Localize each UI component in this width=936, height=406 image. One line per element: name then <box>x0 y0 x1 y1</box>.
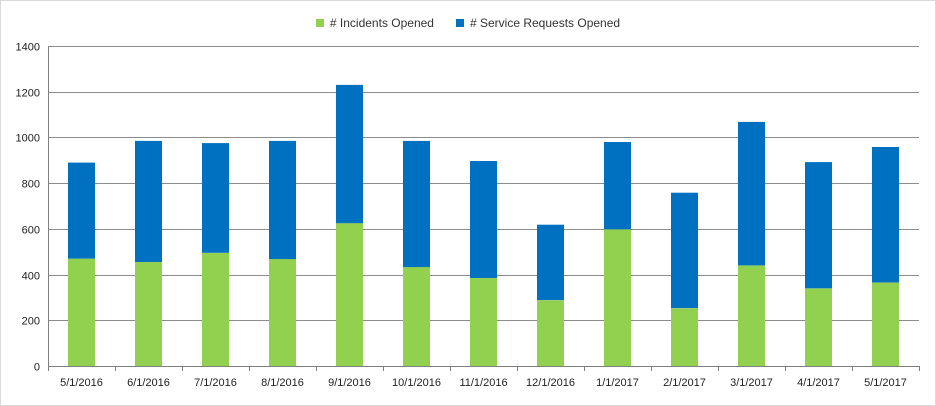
bar-incidents <box>202 252 229 366</box>
legend-label-incidents: # Incidents Opened <box>329 16 434 30</box>
x-tick-label: 8/1/2016 <box>261 377 304 389</box>
legend-item-service-requests: # Service Requests Opened <box>455 16 621 30</box>
y-tick-label: 800 <box>22 179 40 191</box>
x-tick-label: 12/1/2016 <box>526 377 575 389</box>
bar-service-requests <box>269 140 296 260</box>
legend-item-incidents: # Incidents Opened <box>315 16 434 30</box>
bar-incidents <box>269 259 296 366</box>
x-tick-label: 1/1/2017 <box>596 377 639 389</box>
x-tick-label: 2/1/2017 <box>663 377 706 389</box>
bar-service-requests <box>872 147 899 283</box>
bar-service-requests <box>336 84 363 224</box>
x-tick-label: 3/1/2017 <box>730 377 773 389</box>
x-tick-label: 10/1/2016 <box>392 377 441 389</box>
bar-incidents <box>604 229 631 366</box>
bar-service-requests <box>470 161 497 278</box>
bar-incidents <box>537 300 564 366</box>
x-tick-label: 11/1/2016 <box>459 377 507 389</box>
y-tick-label: 200 <box>22 316 40 328</box>
y-tick-label: 1200 <box>16 88 40 100</box>
bar-incidents <box>135 262 162 366</box>
bar-service-requests <box>537 224 564 301</box>
x-tick-label: 9/1/2016 <box>328 377 371 389</box>
bar-incidents <box>738 265 765 366</box>
bar-incidents <box>805 288 832 366</box>
legend-swatch-incidents <box>315 19 324 27</box>
bar-service-requests <box>202 143 229 253</box>
bar-incidents <box>872 282 899 366</box>
chart-legend: # Incidents Opened # Service Requests Op… <box>0 14 936 32</box>
bar-incidents <box>671 308 698 366</box>
x-tick-label: 5/1/2016 <box>60 377 103 389</box>
bar-incidents <box>336 223 363 366</box>
bar-service-requests <box>738 121 765 266</box>
bar-service-requests <box>135 140 162 262</box>
bar-service-requests <box>805 162 832 289</box>
x-tick-label: 6/1/2016 <box>127 377 170 389</box>
bar-incidents <box>68 258 95 366</box>
x-tick-label: 4/1/2017 <box>797 377 840 389</box>
bar-incidents <box>470 278 497 366</box>
bar-service-requests <box>68 162 95 259</box>
y-tick-label: 1000 <box>16 133 40 145</box>
x-tick-label: 5/1/2017 <box>864 377 907 389</box>
bar-incidents <box>403 267 430 366</box>
legend-label-service-requests: # Service Requests Opened <box>469 16 621 30</box>
y-tick-label: 0 <box>34 362 40 374</box>
y-tick-label: 400 <box>22 271 40 283</box>
x-tick-label: 7/1/2016 <box>194 377 237 389</box>
y-tick-label: 600 <box>22 225 40 237</box>
bar-service-requests <box>671 192 698 309</box>
bar-service-requests <box>403 140 430 268</box>
legend-swatch-service-requests <box>455 19 464 27</box>
bar-service-requests <box>604 142 631 230</box>
y-tick-label: 1400 <box>16 42 40 54</box>
